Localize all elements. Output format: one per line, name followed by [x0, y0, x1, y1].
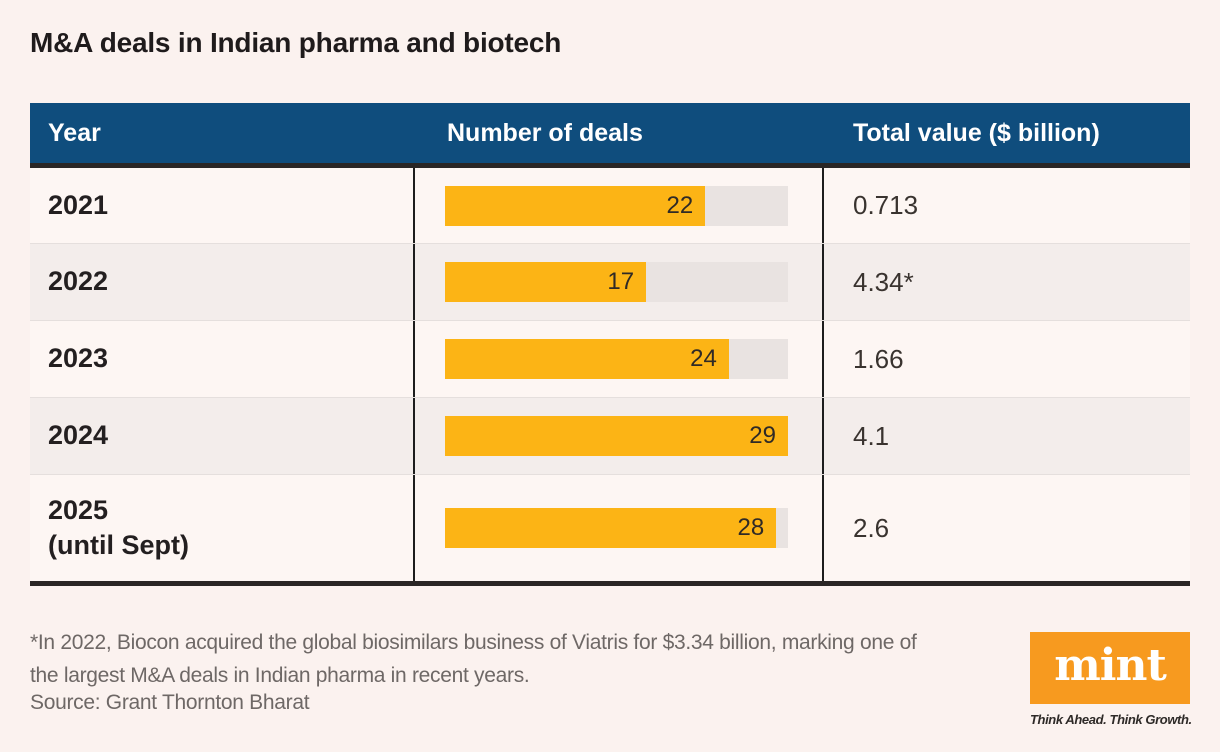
data-table: Year Number of deals Total value ($ bill… — [30, 103, 1190, 586]
table-row: 2023 24 1.66 — [30, 320, 1190, 397]
source-line: Source: Grant Thornton Bharat — [30, 691, 310, 714]
deals-bar-value: 22 — [666, 191, 694, 219]
column-header-value: Total value ($ billion) — [853, 118, 1100, 147]
table-row: 2021 22 0.713 — [30, 168, 1190, 243]
deals-cell: 17 — [413, 244, 822, 320]
deals-bar-value: 28 — [737, 514, 765, 541]
column-header-deals: Number of deals — [447, 118, 643, 147]
total-value: 2.6 — [822, 475, 1190, 581]
column-header-year: Year — [48, 118, 101, 147]
deals-cell: 28 — [413, 475, 822, 581]
total-value: 1.66 — [822, 321, 1190, 397]
header-divider-rule — [30, 163, 1190, 168]
deals-bar-track: 24 — [445, 339, 788, 379]
deals-bar-value: 17 — [607, 268, 635, 295]
footnote-line: *In 2022, Biocon acquired the global bio… — [30, 631, 917, 654]
deals-bar-track: 29 — [445, 416, 788, 456]
year-label: 2023 — [48, 343, 109, 374]
chart-title: M&A deals in Indian pharma and biotech — [30, 27, 562, 58]
mint-logo-text: mint — [1054, 639, 1167, 691]
deals-cell: 24 — [413, 321, 822, 397]
year-label: 2025 (until Sept) — [48, 494, 189, 560]
table-bottom-rule — [30, 581, 1190, 586]
footnote-line: the largest M&A deals in Indian pharma i… — [30, 664, 530, 687]
deals-bar: 29 — [445, 416, 788, 456]
footnote: *In 2022, Biocon acquired the global bio… — [30, 626, 917, 692]
deals-bar: 28 — [445, 508, 777, 548]
deals-bar-track: 17 — [445, 262, 788, 302]
brand-tagline: Think Ahead. Think Growth. — [1030, 712, 1192, 727]
table-row: 2022 17 4.34* — [30, 243, 1190, 320]
deals-bar-value: 24 — [690, 345, 717, 372]
year-label: 2021 — [48, 189, 109, 220]
table-row: 2024 29 4.1 — [30, 397, 1190, 474]
total-value: 4.34* — [822, 244, 1190, 320]
deals-cell: 22 — [413, 168, 822, 243]
deals-bar-value: 29 — [749, 422, 776, 449]
deals-bar-track: 28 — [445, 508, 788, 548]
deals-bar: 22 — [445, 185, 706, 226]
deals-bar: 24 — [445, 339, 729, 379]
total-value: 0.713 — [822, 168, 1190, 243]
year-label: 2024 — [48, 420, 109, 451]
deals-bar-track: 22 — [445, 185, 788, 226]
table-row: 2025 (until Sept) 28 2.6 — [30, 474, 1190, 581]
deals-cell: 29 — [413, 398, 822, 474]
deals-bar: 17 — [445, 262, 647, 302]
total-value: 4.1 — [822, 398, 1190, 474]
year-label: 2022 — [48, 266, 109, 297]
mint-logo: mint — [1030, 632, 1190, 704]
table-header-row: Year Number of deals Total value ($ bill… — [30, 103, 1190, 163]
